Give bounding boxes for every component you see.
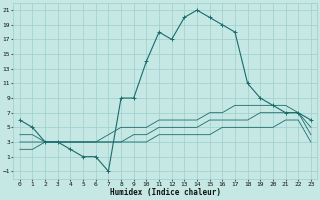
X-axis label: Humidex (Indice chaleur): Humidex (Indice chaleur) xyxy=(110,188,221,197)
